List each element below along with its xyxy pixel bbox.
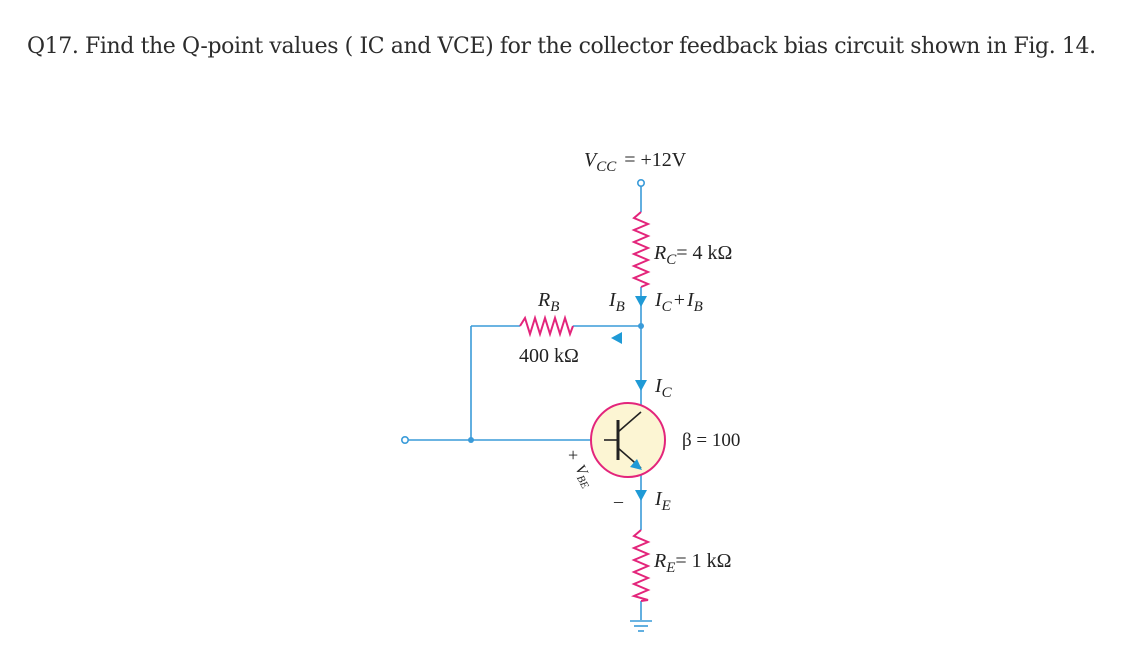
vbe-minus: – [613,491,624,511]
wires [400,179,652,632]
re-resistor [631,529,651,602]
emitter-arrow-icon [630,459,642,470]
junction-node [638,323,644,329]
vcc-label: VCC = +12V [584,149,687,175]
rb-value: 400 kΩ [519,345,579,367]
beta-label: β = 100 [682,430,740,451]
arrow-down-icon [635,490,647,501]
arrow-down-icon [635,296,647,307]
transistor [590,402,666,478]
vbe-plus: + [568,445,578,465]
ic-label: IC [654,375,673,401]
re-label: RE= 1 kΩ [653,550,732,576]
junction-node [468,437,474,443]
vcc-terminal [636,179,645,188]
arrow-down-icon [635,380,647,391]
arrow-left-icon [611,332,622,344]
rb-label: RB [537,289,559,315]
transistor-body [590,402,666,478]
input-terminal [400,435,409,444]
vbe-label: VBE [570,462,597,491]
ib-label: IB [608,289,625,315]
rb-resistor [519,314,574,338]
question-text: Q17. Find the Q-point values ( IC and VC… [27,34,1096,59]
ie-label: IE [654,488,671,514]
rc-label: RC= 4 kΩ [653,242,732,268]
ic-plus-ib-label: IC + IB [654,289,703,315]
rc-resistor [631,211,651,288]
